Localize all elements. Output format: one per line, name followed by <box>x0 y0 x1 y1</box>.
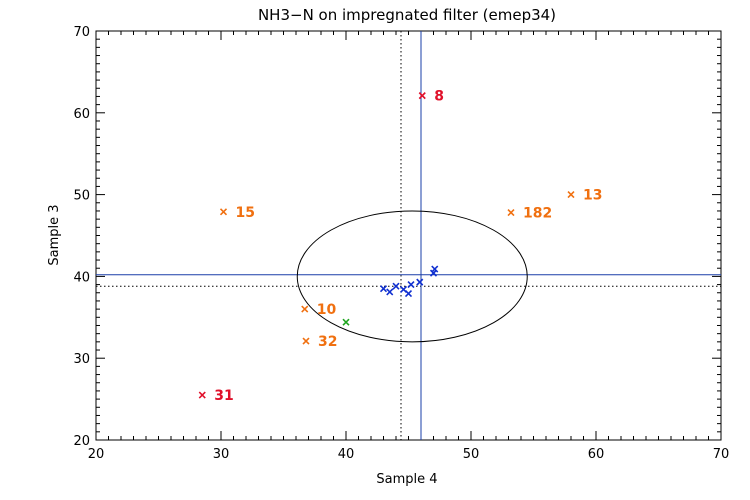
x-tick-label: 20 <box>88 447 105 462</box>
point-label: 182 <box>523 206 552 222</box>
point-warning <box>219 208 228 216</box>
points-layer: 15 10 32 182 13 8 31 <box>198 89 602 404</box>
y-tick-label: 20 <box>73 434 90 449</box>
point-mark <box>386 288 394 296</box>
x-axis-label: Sample 4 <box>376 472 437 487</box>
point-mark <box>301 305 309 313</box>
point-mark <box>418 92 426 100</box>
x-tick-label: 40 <box>338 447 355 462</box>
point-mark <box>342 318 350 326</box>
point-within_limit <box>342 318 350 326</box>
point-inlier <box>392 282 400 290</box>
y-tick-label: 30 <box>73 352 90 367</box>
point-mark <box>379 285 388 293</box>
point-warning <box>507 209 515 217</box>
x-tick-label: 70 <box>713 447 730 462</box>
point-label: 31 <box>214 388 233 404</box>
point-inlier <box>416 278 424 286</box>
point-label: 10 <box>317 302 337 318</box>
youden-ellipse <box>296 210 528 343</box>
point-outlier <box>198 391 206 399</box>
point-mark <box>198 391 206 399</box>
reference-layer <box>96 31 721 440</box>
point-inlier <box>404 290 413 298</box>
point-inlier <box>429 269 438 277</box>
y-axis-label: Sample 3 <box>47 204 62 265</box>
point-inlier <box>407 281 415 289</box>
point-mark <box>399 285 408 294</box>
point-mark <box>392 282 400 290</box>
point-mark <box>416 278 424 286</box>
point-mark <box>302 337 310 345</box>
point-warning <box>567 191 575 199</box>
point-mark <box>407 281 415 289</box>
axes-layer: 20 30 40 50 60 70 20 30 40 50 60 70 <box>73 25 729 462</box>
point-mark <box>567 191 575 199</box>
point-warning <box>301 305 309 313</box>
chart-title: NH3−N on impregnated filter (emep34) <box>258 6 556 24</box>
point-label: 32 <box>318 334 337 350</box>
y-tick-label: 60 <box>73 107 90 122</box>
point-mark <box>404 290 413 298</box>
y-tick-label: 50 <box>73 189 90 204</box>
x-tick-label: 30 <box>213 447 230 462</box>
x-tick-label: 60 <box>588 447 605 462</box>
x-tick-label: 50 <box>463 447 480 462</box>
point-label: 8 <box>434 89 444 105</box>
point-label: 13 <box>583 188 602 204</box>
point-warning <box>302 337 310 345</box>
y-tick-label: 40 <box>73 270 90 285</box>
y-tick-label: 70 <box>73 25 90 40</box>
point-outlier <box>418 92 426 100</box>
point-inlier <box>431 265 439 273</box>
plot-frame <box>95 30 722 441</box>
point-inlier <box>386 288 394 296</box>
point-inlier <box>379 285 388 293</box>
point-mark <box>429 269 438 277</box>
point-label: 15 <box>236 205 255 221</box>
point-mark <box>431 265 439 273</box>
point-mark <box>219 208 228 216</box>
point-mark <box>507 209 515 217</box>
